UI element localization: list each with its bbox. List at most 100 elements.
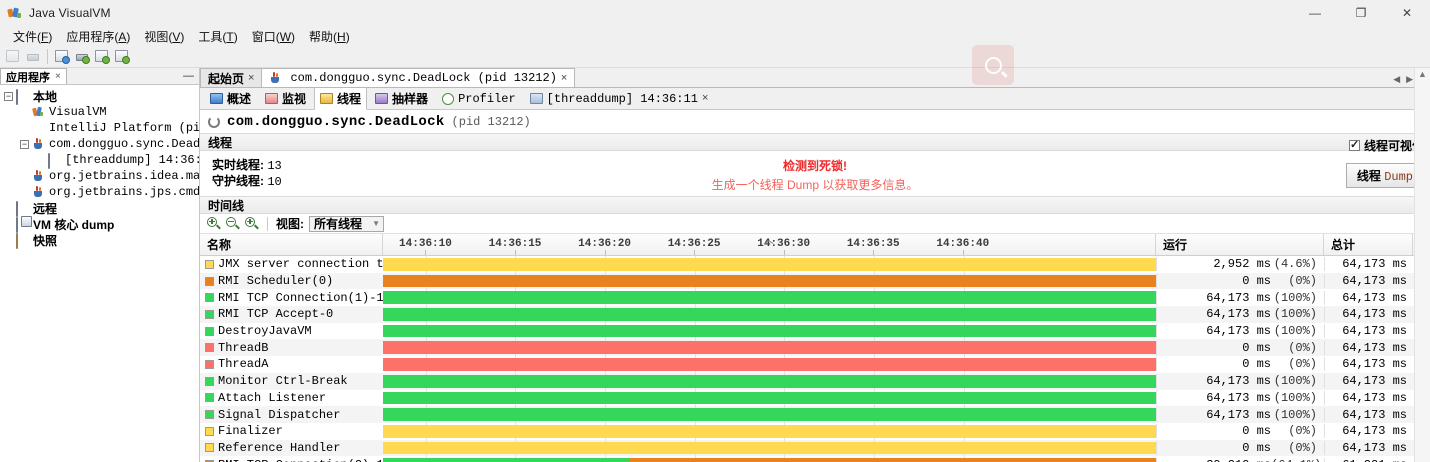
tree-item-7[interactable]: org.jetbrains.jps.cmdline. — [2, 184, 199, 200]
thread-timeline-cell[interactable] — [383, 306, 1156, 323]
view-tab-5[interactable]: Profiler — [436, 89, 522, 109]
table-row[interactable]: Reference Handler 0 ms (0%) 64,173 ms — [200, 439, 1430, 457]
table-row[interactable]: Attach Listener 64,173 ms (100%) 64,173 ms — [200, 389, 1430, 407]
view-tab-3[interactable]: 线程 — [314, 87, 368, 110]
close-icon[interactable]: × — [248, 72, 255, 84]
vm-coredump-icon — [16, 216, 30, 233]
tab-applications[interactable]: 应用程序 × — [0, 68, 67, 84]
thread-name-label: RMI TCP Connection(1)-192.1 — [218, 290, 383, 305]
menu-item-5[interactable]: 窗口(W) — [251, 29, 296, 44]
view-select[interactable]: 所有线程 ▼ — [309, 215, 384, 232]
running-time-value: 2,952 ms — [1213, 257, 1271, 272]
maximize-icon[interactable]: ❐ — [1355, 6, 1367, 20]
local-computer-icon — [16, 88, 30, 105]
thread-visualization-checkbox[interactable]: 线程可视化 — [1348, 137, 1424, 154]
menu-item-4[interactable]: 工具(T) — [198, 29, 238, 44]
column-header-name[interactable]: 名称 — [200, 234, 383, 255]
vertical-scrollbar[interactable]: ▲ — [1414, 68, 1430, 462]
thread-state-bar — [383, 358, 1156, 371]
table-row[interactable]: RMI TCP Connection(1)-192.164,173 ms(100… — [200, 289, 1430, 307]
tree-item-4[interactable]: − com.dongguo.sync.DeadLock — [2, 136, 199, 152]
thread-timeline-cell[interactable] — [383, 406, 1156, 423]
table-row[interactable]: RMI TCP Accept-0 64,173 ms (100%) 64,173 ms — [200, 306, 1430, 323]
running-time-value: 64,173 ms — [1206, 324, 1271, 339]
close-icon[interactable]: × — [560, 72, 568, 84]
minimize-icon[interactable]: — — [1309, 6, 1321, 20]
tree-item-5[interactable]: [threaddump] 14:36:11 — [2, 152, 199, 169]
thread-dump-icon[interactable] — [113, 48, 131, 65]
search-icon[interactable] — [972, 45, 1014, 85]
tree-expander-icon[interactable]: − — [4, 90, 13, 101]
tree-item-2[interactable]: VisualVM — [2, 104, 199, 120]
thread-timeline-cell[interactable] — [383, 322, 1156, 340]
thread-dump-button[interactable]: 线程 Dump — [1345, 163, 1424, 188]
view-tab-6[interactable]: [threaddump] 14:36:11 × — [524, 89, 715, 109]
table-row[interactable]: Signal Dispatcher 64,173 ms (100%) 64,173 m… — [200, 406, 1430, 423]
zoom-out-icon[interactable] — [226, 216, 240, 231]
tree-item-1[interactable]: − 本地 — [2, 88, 199, 105]
menu-item-3[interactable]: 视图(V) — [144, 29, 185, 44]
menu-item-6[interactable]: 帮助(H) — [309, 29, 350, 44]
tab-prev-icon[interactable]: ◀ — [1393, 74, 1401, 84]
table-row[interactable]: DestroyJavaVM 64,173 ms (100%) 64,173 ms — [200, 322, 1430, 340]
total-time-cell: 61,221 ms — [1324, 457, 1413, 462]
thread-timeline-cell[interactable] — [383, 422, 1156, 440]
table-row[interactable]: Finalizer 0 ms (0%) 64,173 ms — [200, 422, 1430, 440]
heap-dump-icon[interactable] — [93, 48, 111, 65]
tab-next-icon[interactable]: ▶ — [1406, 74, 1414, 84]
zoom-fit-icon[interactable] — [245, 216, 259, 231]
table-row[interactable]: Monitor Ctrl-Break 64,173 ms (100%) 64,173 … — [200, 372, 1430, 390]
column-header-total[interactable]: 总计 — [1324, 234, 1413, 255]
thread-timeline-cell[interactable] — [383, 256, 1156, 273]
tree-item-3[interactable]: IntelliJ Platform (pid 134 — [2, 120, 199, 136]
menu-item-1[interactable]: 文件(F) — [13, 29, 53, 44]
thread-timeline-cell[interactable] — [383, 272, 1156, 290]
document-tab-1[interactable]: 起始页 × — [200, 68, 263, 87]
add-remote-host-icon[interactable] — [73, 48, 91, 65]
thread-timeline-cell[interactable] — [383, 439, 1156, 457]
view-tab-label: 抽样器 — [392, 92, 429, 106]
table-row[interactable]: JMX server connection timeo 2,952 ms(4.6%… — [200, 256, 1430, 273]
column-header-running[interactable]: 运行 — [1156, 234, 1324, 255]
view-tab-4[interactable]: 抽样器 — [369, 87, 434, 110]
thread-timeline-cell[interactable] — [383, 289, 1156, 307]
table-row[interactable]: ThreadB 0 ms (0%) 64,173 ms — [200, 339, 1430, 357]
tree-expander-icon[interactable]: − — [20, 138, 29, 149]
thread-timeline-cell[interactable] — [383, 389, 1156, 407]
thread-name-cell: Reference Handler — [200, 441, 383, 455]
close-icon[interactable]: ✕ — [1401, 6, 1413, 20]
tree-item-6[interactable]: org.jetbrains.idea.maven.s — [2, 168, 199, 184]
zoom-in-icon[interactable] — [207, 216, 221, 231]
thread-timeline-cell[interactable] — [383, 339, 1156, 357]
checkbox-icon[interactable] — [1348, 138, 1360, 151]
save-snapshot-icon[interactable] — [24, 48, 42, 65]
timeline-section-title: 时间线 — [208, 198, 245, 213]
tree-item-9[interactable]: VM 核心 dump — [2, 216, 199, 233]
minimize-panel-icon[interactable]: — — [183, 70, 194, 82]
table-row[interactable]: RMI TCP Connection(2)-192.1 39,219 ms(64.… — [200, 456, 1430, 462]
close-icon[interactable]: × — [701, 92, 709, 105]
tree-item-10[interactable]: 快照 — [2, 232, 199, 249]
close-icon[interactable]: × — [55, 71, 61, 82]
view-tab-1[interactable]: 概述 — [204, 87, 257, 110]
table-row[interactable]: RMI Scheduler(0) 0 ms (0%) 64,173 ms — [200, 272, 1430, 290]
daemon-threads-value: 10 — [267, 175, 282, 189]
running-time-percent: (100%) — [1273, 324, 1317, 339]
time-tick-mark — [962, 250, 964, 255]
main-split: 应用程序 × — − 本地 VisualVM IntelliJ Platform (p… — [0, 68, 1430, 462]
table-row[interactable]: ThreadA 0 ms (0%) 64,173 ms — [200, 356, 1430, 373]
thread-timeline-cell[interactable] — [383, 456, 1156, 462]
view-tab-2[interactable]: 监视 — [259, 87, 312, 110]
thread-timeline-cell[interactable] — [383, 356, 1156, 373]
document-tab-2[interactable]: com.dongguo.sync.DeadLock (pid 13212) × — [261, 68, 576, 87]
running-time-percent: (0%) — [1288, 440, 1317, 455]
thread-timeline-cell[interactable] — [383, 372, 1156, 390]
open-snapshot-icon[interactable] — [4, 48, 22, 65]
live-threads-label: 实时线程: — [212, 158, 264, 172]
document-tab-label: com.dongguo.sync.DeadLock (pid 13212) — [290, 71, 557, 85]
thread-name-cell: ThreadB — [200, 341, 383, 355]
profiler-icon — [442, 92, 455, 105]
add-jmx-connection-icon[interactable] — [53, 48, 71, 65]
menu-item-2[interactable]: 应用程序(A) — [66, 29, 131, 44]
tree-item-8[interactable]: 远程 — [2, 200, 199, 217]
